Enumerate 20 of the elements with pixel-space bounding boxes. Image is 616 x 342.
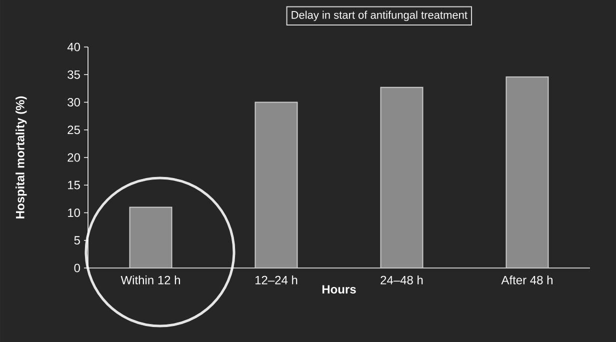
- x-tick-label: 24–48 h: [380, 276, 423, 284]
- bar: [254, 102, 298, 268]
- y-tick-label: 25: [68, 126, 80, 134]
- x-tick-label: After 48 h: [501, 276, 552, 284]
- bar: [129, 206, 172, 268]
- y-tick-label: 15: [68, 180, 80, 190]
- x-tick-label: Within 12 h: [120, 276, 180, 284]
- y-tick-label: 10: [68, 208, 80, 217]
- chart-title: Delay in start of antifungal treatment: [292, 10, 468, 22]
- y-tick-label: 20: [68, 153, 80, 162]
- y-tick-label: 30: [68, 98, 80, 106]
- y-axis-title: Hospital mortality (%): [16, 96, 27, 218]
- y-tick-label: 40: [67, 42, 80, 52]
- x-axis-title: Hours: [322, 285, 356, 294]
- bar: [380, 86, 424, 268]
- y-tick-label: 35: [68, 70, 80, 79]
- y-tick-label: 0: [74, 264, 80, 272]
- bar: [506, 76, 549, 268]
- y-tick-label: 5: [74, 236, 80, 245]
- x-tick-label: 12–24 h: [255, 276, 298, 284]
